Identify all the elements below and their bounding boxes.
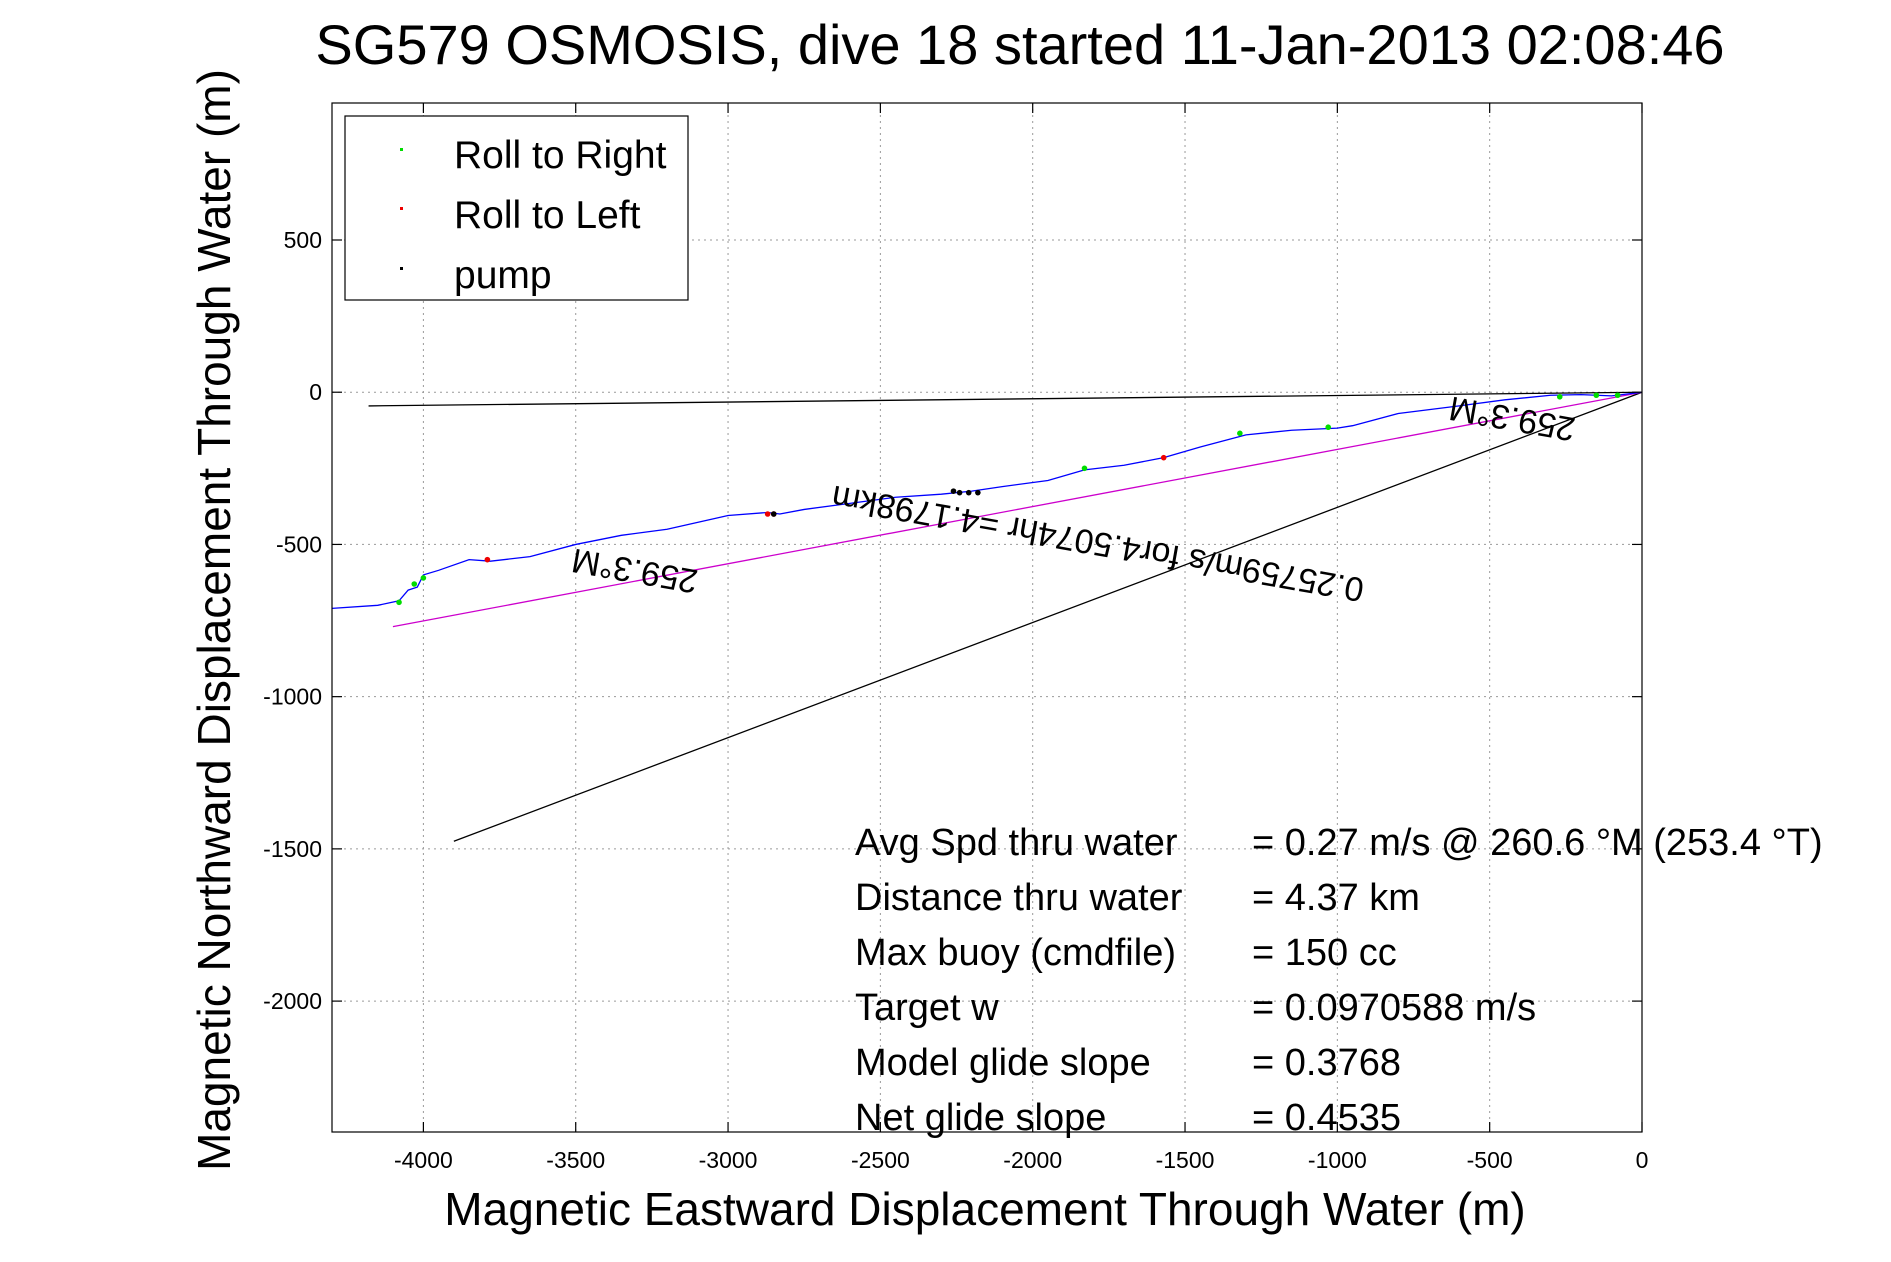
axes-frame bbox=[331, 102, 1643, 1133]
reference-line-0 bbox=[368, 391, 1643, 407]
stat-value-avg-speed: = 0.27 m/s @ 260.6 °M (253.4 °T) bbox=[1252, 822, 1823, 864]
y-tick-label: -500 bbox=[276, 531, 322, 557]
stat-label-model-glide: Model glide slope bbox=[855, 1042, 1151, 1084]
y-tick-label: 0 bbox=[309, 379, 322, 405]
pump-point bbox=[956, 489, 963, 496]
track-layer bbox=[332, 391, 1642, 610]
pump-point bbox=[770, 511, 777, 517]
roll-right-point bbox=[1081, 465, 1088, 472]
legend-label-roll-right: Roll to Right bbox=[454, 134, 667, 177]
y-tick-label: -1500 bbox=[263, 836, 322, 862]
x-tick-label: -3500 bbox=[546, 1147, 605, 1173]
roll-right-point bbox=[1614, 392, 1621, 399]
legend-label-pump: pump bbox=[454, 254, 552, 297]
x-tick-label: -1000 bbox=[1308, 1147, 1367, 1173]
pump-point bbox=[975, 489, 981, 496]
axis-ticks: -4000 -3500 -3000 -2500 -2000 -1500 -1000 -500 0… bbox=[263, 103, 1648, 1173]
x-tick-label: -1500 bbox=[1156, 1147, 1215, 1173]
stat-value-net-glide: = 0.4535 bbox=[1252, 1097, 1401, 1139]
legend-marker-roll-left bbox=[400, 207, 403, 210]
x-tick-label: -500 bbox=[1467, 1147, 1513, 1173]
roll-right-point bbox=[1325, 424, 1332, 431]
roll-left-point bbox=[484, 556, 491, 563]
roll-right-point bbox=[420, 575, 427, 581]
pump-point bbox=[950, 488, 957, 494]
stat-label-avg-speed: Avg Spd thru water bbox=[855, 822, 1178, 864]
glider-track bbox=[332, 391, 1642, 610]
roll-right-point bbox=[1556, 393, 1563, 400]
x-tick-label: 0 bbox=[1636, 1147, 1649, 1173]
reference-line-2 bbox=[392, 391, 1643, 628]
y-tick-label: -2000 bbox=[263, 988, 322, 1014]
stat-label-net-glide: Net glide slope bbox=[855, 1097, 1106, 1139]
reference-lines bbox=[368, 391, 1643, 842]
legend-marker-pump bbox=[400, 267, 403, 270]
roll-right-point bbox=[1237, 430, 1243, 437]
y-tick-label: -1000 bbox=[263, 684, 322, 710]
stat-label-max-buoy: Max buoy (cmdfile) bbox=[855, 932, 1176, 974]
stat-value-distance: = 4.37 km bbox=[1252, 877, 1420, 919]
y-tick-label: 500 bbox=[284, 227, 322, 253]
roll-left-point bbox=[764, 511, 771, 517]
roll-right-point bbox=[411, 581, 418, 587]
x-axis-label: Magnetic Eastward Displacement Through W… bbox=[444, 1183, 1525, 1235]
chart-title: SG579 OSMOSIS, dive 18 started 11-Jan-20… bbox=[315, 13, 1724, 76]
reference-line-1 bbox=[453, 391, 1643, 842]
pump-point bbox=[965, 489, 972, 496]
dive-stats: Avg Spd thru water = 0.27 m/s @ 260.6 °M… bbox=[855, 822, 1823, 1139]
marker-points bbox=[396, 392, 1621, 606]
stat-value-max-buoy: = 150 cc bbox=[1252, 932, 1397, 974]
stat-value-target-w: = 0.0970588 m/s bbox=[1252, 987, 1536, 1029]
roll-left-point bbox=[1160, 454, 1167, 461]
x-tick-label: -2500 bbox=[851, 1147, 910, 1173]
stat-value-model-glide: = 0.3768 bbox=[1252, 1042, 1401, 1084]
legend-label-roll-left: Roll to Left bbox=[454, 194, 641, 237]
y-axis-label: Magnetic Northward Displacement Through … bbox=[188, 69, 240, 1171]
stat-label-target-w: Target w bbox=[855, 987, 999, 1029]
x-tick-label: -2000 bbox=[1003, 1147, 1062, 1173]
x-tick-label: -3000 bbox=[699, 1147, 758, 1173]
legend: Roll to Right Roll to Left pump bbox=[344, 115, 689, 301]
legend-marker-roll-right bbox=[400, 148, 403, 151]
grid-lines bbox=[332, 103, 1643, 1132]
roll-right-point bbox=[396, 599, 402, 606]
roll-right-point bbox=[1593, 392, 1600, 399]
stat-label-distance: Distance thru water bbox=[855, 877, 1183, 919]
x-tick-label: -4000 bbox=[394, 1147, 453, 1173]
